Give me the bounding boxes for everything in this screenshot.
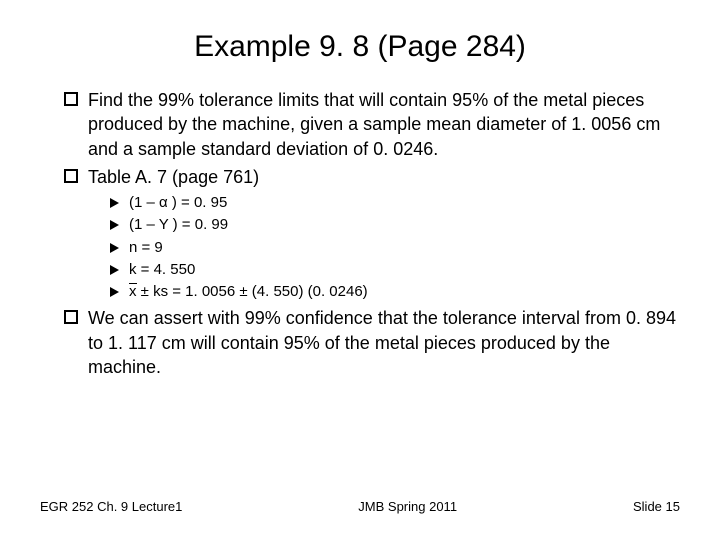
sub-bullet-text: n = 9: [129, 238, 680, 258]
bullet-text: Table A. 7 (page 761): [88, 165, 680, 189]
sub-bullet-text: k = 4. 550: [129, 260, 680, 280]
slide-title: Example 9. 8 (Page 284): [40, 30, 680, 64]
square-bullet-icon: [64, 92, 78, 106]
bullet-item: Find the 99% tolerance limits that will …: [40, 88, 680, 161]
slide-footer: EGR 252 Ch. 9 Lecture1 JMB Spring 2011 S…: [40, 499, 680, 514]
sub-bullet-item: n = 9: [40, 238, 680, 258]
sub-bullet-item: k = 4. 550: [40, 260, 680, 280]
bullet-item: Table A. 7 (page 761): [40, 165, 680, 189]
sub-bullet-item: x ± ks = 1. 0056 ± (4. 550) (0. 0246): [40, 282, 680, 302]
triangle-bullet-icon: [110, 265, 119, 275]
bullet-item: We can assert with 99% confidence that t…: [40, 306, 680, 379]
slide-body: Find the 99% tolerance limits that will …: [40, 88, 680, 379]
slide: Example 9. 8 (Page 284) Find the 99% tol…: [0, 0, 720, 540]
footer-left: EGR 252 Ch. 9 Lecture1: [40, 499, 182, 514]
triangle-bullet-icon: [110, 220, 119, 230]
sub-bullet-item: (1 – Υ ) = 0. 99: [40, 215, 680, 235]
bullet-text: We can assert with 99% confidence that t…: [88, 306, 680, 379]
sub-bullet-formula: x ± ks = 1. 0056 ± (4. 550) (0. 0246): [129, 282, 680, 302]
sub-bullet-text: (1 – Υ ) = 0. 99: [129, 215, 680, 235]
formula-rest: ± ks = 1. 0056 ± (4. 550) (0. 0246): [137, 283, 368, 300]
footer-center: JMB Spring 2011: [358, 499, 457, 514]
square-bullet-icon: [64, 169, 78, 183]
x-bar-symbol: x: [129, 282, 137, 302]
bullet-text: Find the 99% tolerance limits that will …: [88, 88, 680, 161]
sub-bullet-text: (1 – α ) = 0. 95: [129, 193, 680, 213]
square-bullet-icon: [64, 310, 78, 324]
sub-bullet-item: (1 – α ) = 0. 95: [40, 193, 680, 213]
triangle-bullet-icon: [110, 287, 119, 297]
footer-right: Slide 15: [633, 499, 680, 514]
triangle-bullet-icon: [110, 198, 119, 208]
triangle-bullet-icon: [110, 243, 119, 253]
